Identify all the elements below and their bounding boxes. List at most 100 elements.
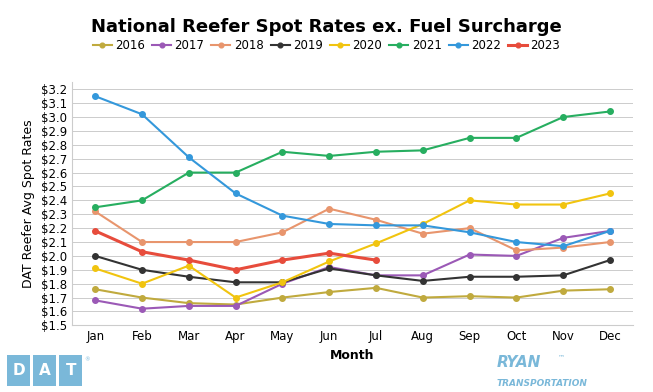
2016 [91, 287, 99, 292]
2016 [372, 285, 380, 290]
Y-axis label: DAT Reefer Avg Spot Rates: DAT Reefer Avg Spot Rates [22, 120, 35, 288]
2016 [606, 287, 614, 292]
2016 [419, 295, 426, 300]
2020 [513, 202, 520, 207]
2018 [138, 240, 146, 244]
2020 [278, 280, 286, 285]
Text: D: D [12, 363, 25, 378]
Line: 2017: 2017 [93, 228, 613, 312]
2021 [606, 109, 614, 114]
2020 [232, 295, 240, 300]
FancyBboxPatch shape [7, 355, 30, 387]
Legend: 2016, 2017, 2018, 2019, 2020, 2021, 2022, 2023: 2016, 2017, 2018, 2019, 2020, 2021, 2022… [93, 39, 560, 52]
2017 [513, 254, 520, 258]
2017 [185, 303, 193, 308]
2021 [278, 149, 286, 154]
2021 [419, 148, 426, 153]
2021 [559, 115, 567, 120]
2018 [606, 240, 614, 244]
2019 [559, 273, 567, 278]
2022 [232, 191, 240, 196]
2023 [185, 258, 193, 262]
2017 [278, 281, 286, 286]
Text: ™: ™ [558, 354, 565, 360]
2017 [232, 303, 240, 308]
2022 [466, 230, 473, 235]
Line: 2023: 2023 [93, 228, 379, 272]
Line: 2018: 2018 [93, 206, 613, 253]
2022 [278, 213, 286, 218]
2017 [91, 298, 99, 303]
2023 [278, 258, 286, 262]
2022 [91, 94, 99, 98]
2016 [513, 295, 520, 300]
Text: National Reefer Spot Rates ex. Fuel Surcharge: National Reefer Spot Rates ex. Fuel Surc… [91, 18, 562, 36]
2019 [419, 279, 426, 283]
2022 [606, 229, 614, 233]
2022 [138, 112, 146, 116]
FancyBboxPatch shape [33, 355, 56, 387]
2023 [232, 267, 240, 272]
2017 [138, 306, 146, 311]
2021 [466, 136, 473, 140]
2016 [232, 302, 240, 307]
2017 [325, 265, 333, 269]
2022 [372, 223, 380, 228]
2021 [232, 170, 240, 175]
FancyBboxPatch shape [59, 355, 82, 387]
2018 [325, 206, 333, 211]
2022 [559, 244, 567, 249]
2022 [185, 155, 193, 160]
2020 [466, 198, 473, 203]
Line: 2022: 2022 [93, 93, 613, 249]
Text: TRANSPORTATION: TRANSPORTATION [496, 379, 587, 388]
2019 [606, 258, 614, 262]
2020 [559, 202, 567, 207]
2016 [559, 288, 567, 293]
2022 [513, 240, 520, 244]
2019 [232, 280, 240, 285]
Line: 2020: 2020 [93, 191, 613, 300]
Line: 2021: 2021 [93, 109, 613, 210]
2017 [559, 236, 567, 240]
2018 [513, 248, 520, 253]
2020 [606, 191, 614, 196]
Text: RYAN: RYAN [496, 356, 541, 370]
2017 [372, 273, 380, 278]
2020 [419, 221, 426, 226]
2018 [278, 230, 286, 235]
2018 [466, 226, 473, 230]
2019 [513, 274, 520, 279]
2019 [278, 280, 286, 285]
Text: T: T [65, 363, 76, 378]
2017 [466, 252, 473, 257]
2022 [325, 221, 333, 226]
2020 [91, 266, 99, 271]
X-axis label: Month: Month [330, 349, 375, 362]
Line: 2019: 2019 [93, 253, 613, 285]
2018 [559, 245, 567, 250]
2020 [138, 281, 146, 286]
2023 [91, 229, 99, 233]
2020 [325, 259, 333, 264]
2021 [513, 136, 520, 140]
2018 [419, 231, 426, 236]
2018 [372, 218, 380, 222]
2016 [138, 295, 146, 300]
2022 [419, 223, 426, 228]
2017 [419, 273, 426, 278]
2018 [91, 209, 99, 214]
2016 [466, 294, 473, 299]
2019 [138, 267, 146, 272]
2019 [466, 274, 473, 279]
Text: A: A [39, 363, 50, 378]
2021 [325, 154, 333, 158]
2018 [185, 240, 193, 244]
2016 [278, 295, 286, 300]
2016 [325, 290, 333, 294]
2021 [91, 205, 99, 210]
2023 [325, 251, 333, 256]
2017 [606, 229, 614, 233]
2018 [232, 240, 240, 244]
2023 [138, 249, 146, 254]
